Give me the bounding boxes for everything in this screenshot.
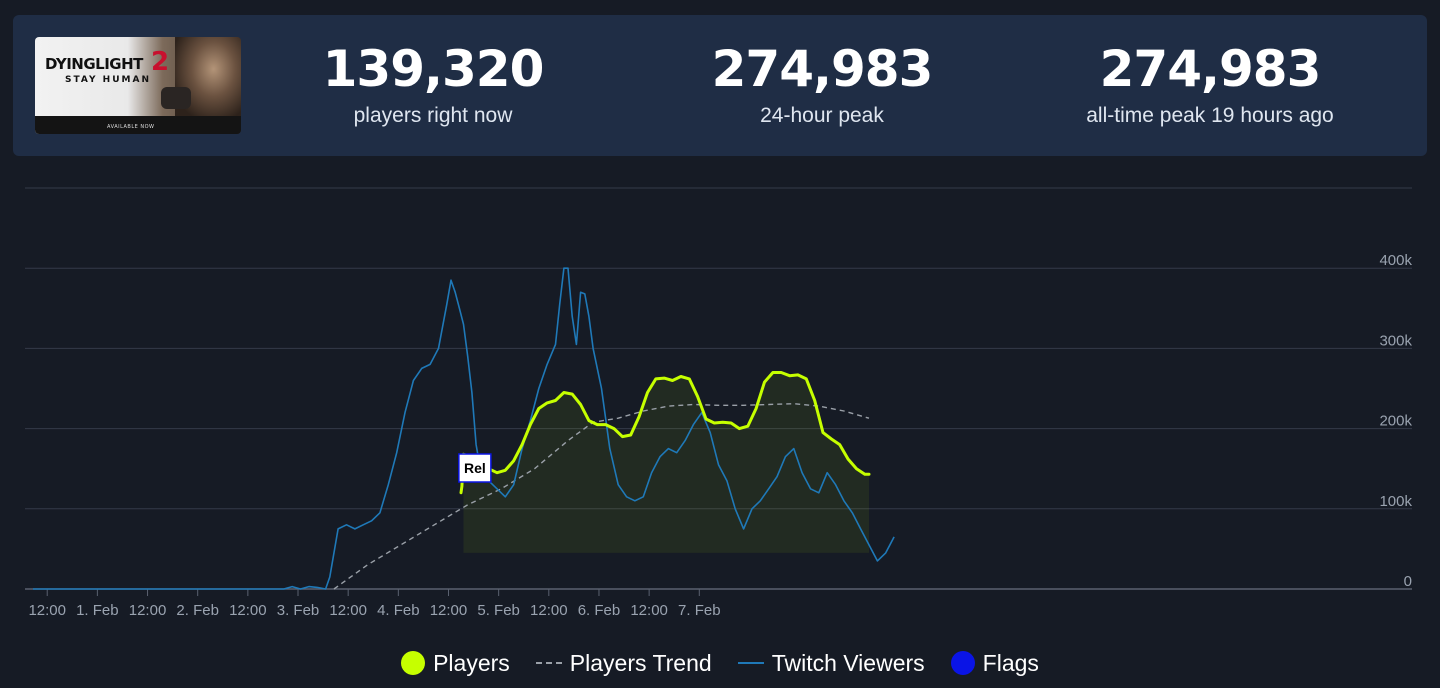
legend-swatch [535, 662, 562, 664]
x-tick-label: 12:00 [28, 602, 66, 619]
legend-item[interactable]: Twitch Viewers [737, 649, 925, 677]
legend-label: Players Trend [569, 649, 712, 676]
legend-swatch [737, 662, 764, 664]
stat-players-now: 139,320 players right now [298, 39, 568, 129]
x-tick-label: 12:00 [129, 602, 167, 619]
x-tick-label: 12:00 [329, 602, 367, 619]
chart-legend: Players Players Trend Twitch Viewers Flags [0, 646, 1440, 680]
legend-swatch [401, 651, 426, 675]
x-tick-label: 12:00 [229, 602, 267, 619]
player-count-chart[interactable]: 0 100k 200k 300k 400k 12:00 1. Feb 12:00 2. Feb 1… [0, 160, 1440, 640]
logo-title: DYINGLIGHT [45, 55, 143, 73]
players-area [463, 372, 869, 553]
logo-weapon [161, 87, 191, 109]
legend-label: Twitch Viewers [771, 649, 925, 676]
logo-number: 2 [151, 47, 170, 77]
x-tick-label: 12:00 [430, 602, 468, 619]
y-tick-label: 100k [1379, 493, 1412, 510]
x-tick-label: 1. Feb [76, 602, 119, 619]
stat-label: 24-hour peak [760, 104, 884, 127]
stat-label: all-time peak 19 hours ago [1086, 104, 1334, 127]
players-trend-line [333, 402, 870, 590]
stat-value: 274,983 [711, 40, 934, 98]
twitch-viewers-line [33, 267, 895, 590]
logo-availability: AVAILABLE NOW [107, 124, 155, 130]
x-tick-label: 12:00 [530, 602, 568, 619]
y-tick-label: 0 [1404, 573, 1412, 590]
x-tick-label: 12:00 [630, 602, 668, 619]
stat-value: 274,983 [1099, 40, 1322, 98]
legend-swatch [950, 651, 975, 675]
y-tick-label: 300k [1379, 332, 1412, 349]
legend-label: Players [433, 649, 510, 676]
logo-subtitle: STAY HUMAN [65, 75, 151, 85]
release-flag [458, 453, 492, 483]
stat-label: players right now [353, 104, 513, 127]
legend-item[interactable]: Flags [950, 649, 1039, 677]
game-logo[interactable]: DYINGLIGHT 2 STAY HUMAN AVAILABLE NOW [35, 37, 241, 134]
logo-footer-bar [35, 116, 241, 134]
y-tick-label: 400k [1379, 252, 1412, 269]
x-tick-label: 2. Feb [176, 602, 219, 619]
release-flag-label: Rel [464, 460, 486, 476]
legend-item[interactable]: Players Trend [535, 649, 712, 677]
stat-all-time-peak: 274,983 all-time peak 19 hours ago [1050, 39, 1370, 129]
x-tick-label: 6. Feb [578, 602, 621, 619]
stats-banner: DYINGLIGHT 2 STAY HUMAN AVAILABLE NOW 13… [13, 15, 1427, 156]
x-tick-label: 4. Feb [377, 602, 420, 619]
x-tick-label: 7. Feb [678, 602, 721, 619]
x-tick-label: 3. Feb [277, 602, 320, 619]
players-line [459, 371, 871, 495]
stat-value: 139,320 [322, 40, 545, 98]
y-tick-label: 200k [1379, 413, 1412, 430]
legend-item[interactable]: Players [401, 650, 510, 677]
legend-label: Flags [982, 649, 1039, 676]
x-tick-label: 5. Feb [477, 602, 520, 619]
stat-24h-peak: 274,983 24-hour peak [687, 39, 957, 129]
